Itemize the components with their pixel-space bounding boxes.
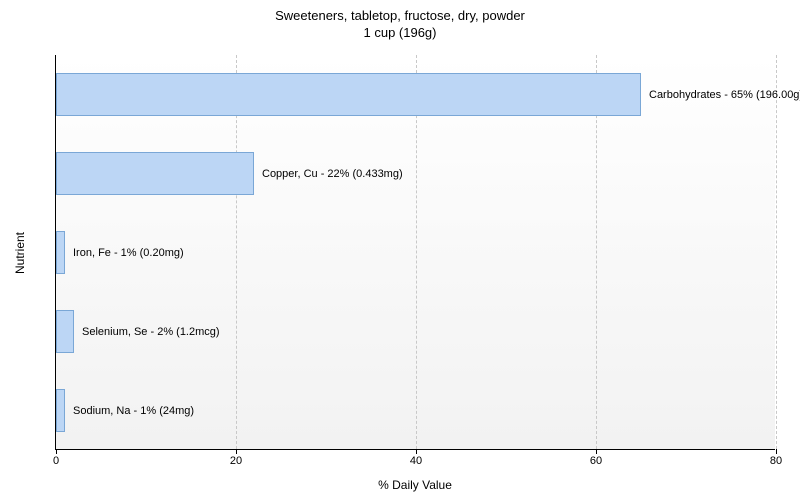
xtick-label: 20 [230, 455, 242, 467]
xtick-mark [596, 449, 597, 454]
plot-area: 020406080Carbohydrates - 65% (196.00g)Co… [55, 55, 775, 450]
x-axis-label: % Daily Value [55, 478, 775, 492]
bar-label: Sodium, Na - 1% (24mg) [73, 405, 194, 417]
xtick-mark [416, 449, 417, 454]
chart-title-line1: Sweeteners, tabletop, fructose, dry, pow… [0, 8, 800, 25]
chart-title-line2: 1 cup (196g) [0, 25, 800, 42]
xtick-label: 80 [770, 455, 782, 467]
bar [56, 73, 641, 116]
gridline [776, 55, 777, 449]
bar [56, 389, 65, 432]
bar-label: Copper, Cu - 22% (0.433mg) [262, 168, 403, 180]
chart-title: Sweeteners, tabletop, fructose, dry, pow… [0, 8, 800, 42]
bar-label: Carbohydrates - 65% (196.00g) [649, 89, 800, 101]
xtick-mark [56, 449, 57, 454]
nutrient-bar-chart: Sweeteners, tabletop, fructose, dry, pow… [0, 0, 800, 500]
bar [56, 152, 254, 195]
xtick-mark [776, 449, 777, 454]
y-axis-label: Nutrient [13, 231, 27, 273]
bar-label: Iron, Fe - 1% (0.20mg) [73, 247, 184, 259]
xtick-label: 60 [590, 455, 602, 467]
xtick-label: 40 [410, 455, 422, 467]
bar [56, 310, 74, 353]
bar-label: Selenium, Se - 2% (1.2mcg) [82, 326, 220, 338]
bar [56, 231, 65, 274]
xtick-mark [236, 449, 237, 454]
xtick-label: 0 [53, 455, 59, 467]
